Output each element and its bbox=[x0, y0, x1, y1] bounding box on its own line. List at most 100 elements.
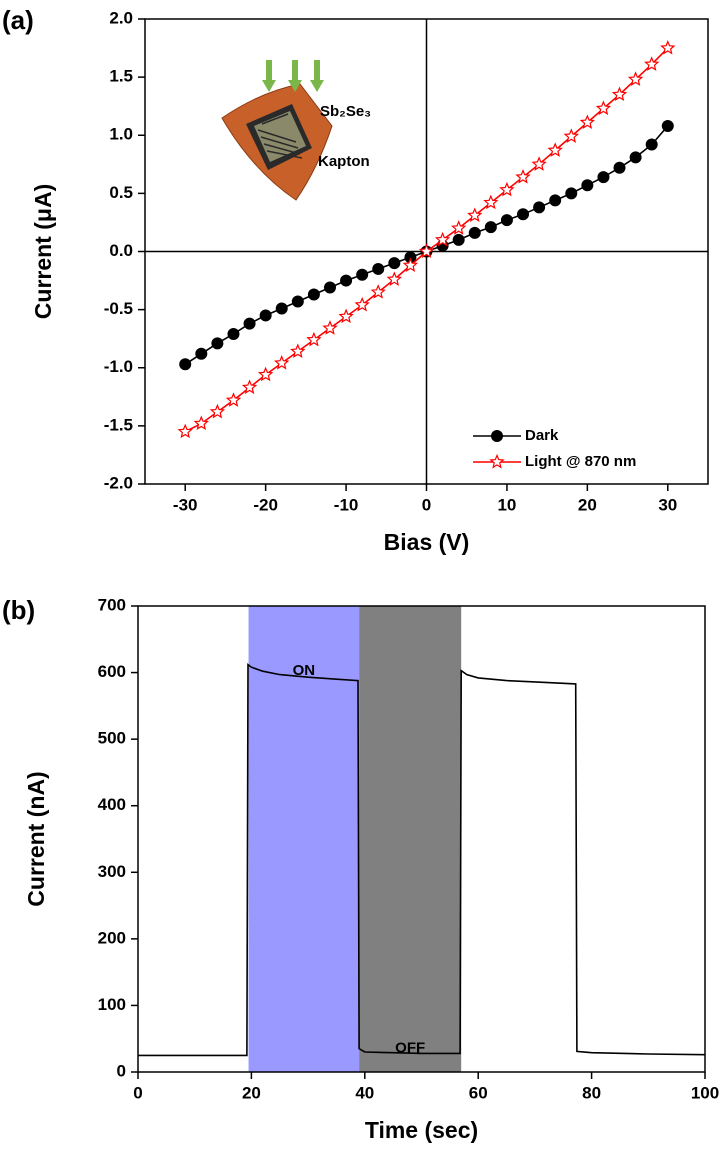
marker bbox=[211, 337, 224, 350]
band-label: ON bbox=[293, 662, 316, 679]
x-tick-label: -20 bbox=[253, 495, 278, 514]
y-tick-label: 1.0 bbox=[109, 125, 133, 144]
y-tick-label: -1.5 bbox=[104, 415, 133, 434]
marker bbox=[661, 119, 674, 132]
marker bbox=[613, 161, 626, 174]
marker bbox=[275, 302, 288, 315]
marker bbox=[611, 86, 628, 102]
marker bbox=[241, 379, 258, 395]
y-tick-label: 600 bbox=[98, 662, 126, 681]
marker bbox=[243, 317, 256, 330]
marker bbox=[227, 328, 240, 341]
marker bbox=[645, 138, 658, 151]
marker bbox=[322, 320, 338, 335]
marker bbox=[418, 243, 435, 259]
series-line bbox=[138, 662, 706, 1057]
annotation: Sb₂Se₃ bbox=[320, 103, 371, 120]
marker bbox=[563, 128, 579, 143]
legend-label: Dark bbox=[525, 427, 559, 444]
y-tick-label: -0.5 bbox=[104, 299, 133, 318]
legend-marker bbox=[491, 430, 503, 442]
x-tick-label: -10 bbox=[334, 495, 359, 514]
marker bbox=[209, 403, 226, 419]
y-tick-label: 100 bbox=[98, 995, 126, 1014]
x-tick-label: 10 bbox=[497, 495, 516, 514]
marker bbox=[597, 171, 610, 184]
y-axis-title: Current (nA) bbox=[23, 771, 49, 906]
marker bbox=[225, 392, 242, 407]
marker bbox=[306, 331, 322, 347]
marker bbox=[259, 309, 272, 322]
x-tick-label: 0 bbox=[133, 1083, 142, 1102]
marker bbox=[627, 71, 644, 86]
marker bbox=[643, 56, 660, 71]
marker bbox=[595, 100, 612, 116]
y-tick-label: 1.5 bbox=[109, 67, 133, 86]
x-tick-label: 20 bbox=[578, 495, 597, 514]
x-tick-label: 100 bbox=[691, 1083, 719, 1102]
marker bbox=[340, 274, 353, 287]
y-tick-label: 0.5 bbox=[109, 183, 133, 202]
y-tick-label: 200 bbox=[98, 928, 126, 947]
y-tick-label: 2.0 bbox=[109, 8, 133, 27]
y-tick-label: 0 bbox=[117, 1061, 126, 1080]
legend-marker bbox=[489, 453, 505, 469]
marker bbox=[517, 208, 530, 221]
panel-label: (a) bbox=[2, 5, 34, 35]
plot-frame bbox=[137, 605, 706, 1073]
marker bbox=[547, 142, 563, 157]
x-tick-label: 0 bbox=[422, 495, 431, 514]
marker bbox=[565, 187, 578, 200]
marker bbox=[500, 214, 513, 227]
marker bbox=[483, 194, 499, 210]
marker bbox=[257, 366, 274, 382]
marker bbox=[515, 169, 531, 184]
y-tick-label: 500 bbox=[98, 729, 126, 748]
x-tick-label: 30 bbox=[658, 495, 677, 514]
x-tick-label: 80 bbox=[582, 1083, 601, 1102]
y-tick-label: 400 bbox=[98, 795, 126, 814]
y-axis-title: Current (μA) bbox=[30, 184, 56, 319]
y-tick-label: 300 bbox=[98, 862, 126, 881]
marker bbox=[467, 207, 483, 222]
marker bbox=[290, 343, 306, 358]
marker bbox=[579, 114, 595, 129]
marker bbox=[581, 179, 594, 192]
marker bbox=[531, 156, 547, 171]
marker bbox=[274, 355, 290, 370]
marker bbox=[372, 262, 385, 275]
y-tick-label: -2.0 bbox=[104, 473, 133, 492]
highlight-band bbox=[248, 606, 360, 1072]
marker bbox=[370, 284, 386, 299]
y-tick-label: -1.0 bbox=[104, 357, 133, 376]
marker bbox=[660, 40, 676, 55]
y-tick-label: 0.0 bbox=[109, 241, 133, 260]
x-axis-title: Time (sec) bbox=[365, 1117, 478, 1143]
marker bbox=[549, 194, 562, 207]
marker bbox=[323, 281, 336, 294]
legend-label: Light @ 870 nm bbox=[525, 453, 636, 470]
plot-frame bbox=[144, 18, 709, 485]
marker bbox=[195, 347, 208, 360]
marker bbox=[307, 288, 320, 301]
marker bbox=[402, 257, 419, 272]
marker bbox=[193, 415, 209, 431]
marker bbox=[386, 271, 402, 286]
marker bbox=[356, 268, 369, 281]
x-tick-label: 60 bbox=[469, 1083, 488, 1102]
marker bbox=[388, 257, 401, 270]
marker bbox=[484, 221, 497, 234]
marker bbox=[452, 233, 465, 246]
marker bbox=[468, 226, 481, 239]
x-axis-title: Bias (V) bbox=[384, 529, 470, 555]
annotation: Kapton bbox=[318, 153, 370, 170]
marker bbox=[629, 151, 642, 164]
panel-label: (b) bbox=[2, 595, 35, 625]
marker bbox=[499, 181, 515, 197]
marker bbox=[179, 358, 192, 371]
marker bbox=[177, 423, 193, 439]
marker bbox=[451, 220, 467, 235]
marker bbox=[434, 231, 451, 247]
x-tick-label: 40 bbox=[355, 1083, 374, 1102]
